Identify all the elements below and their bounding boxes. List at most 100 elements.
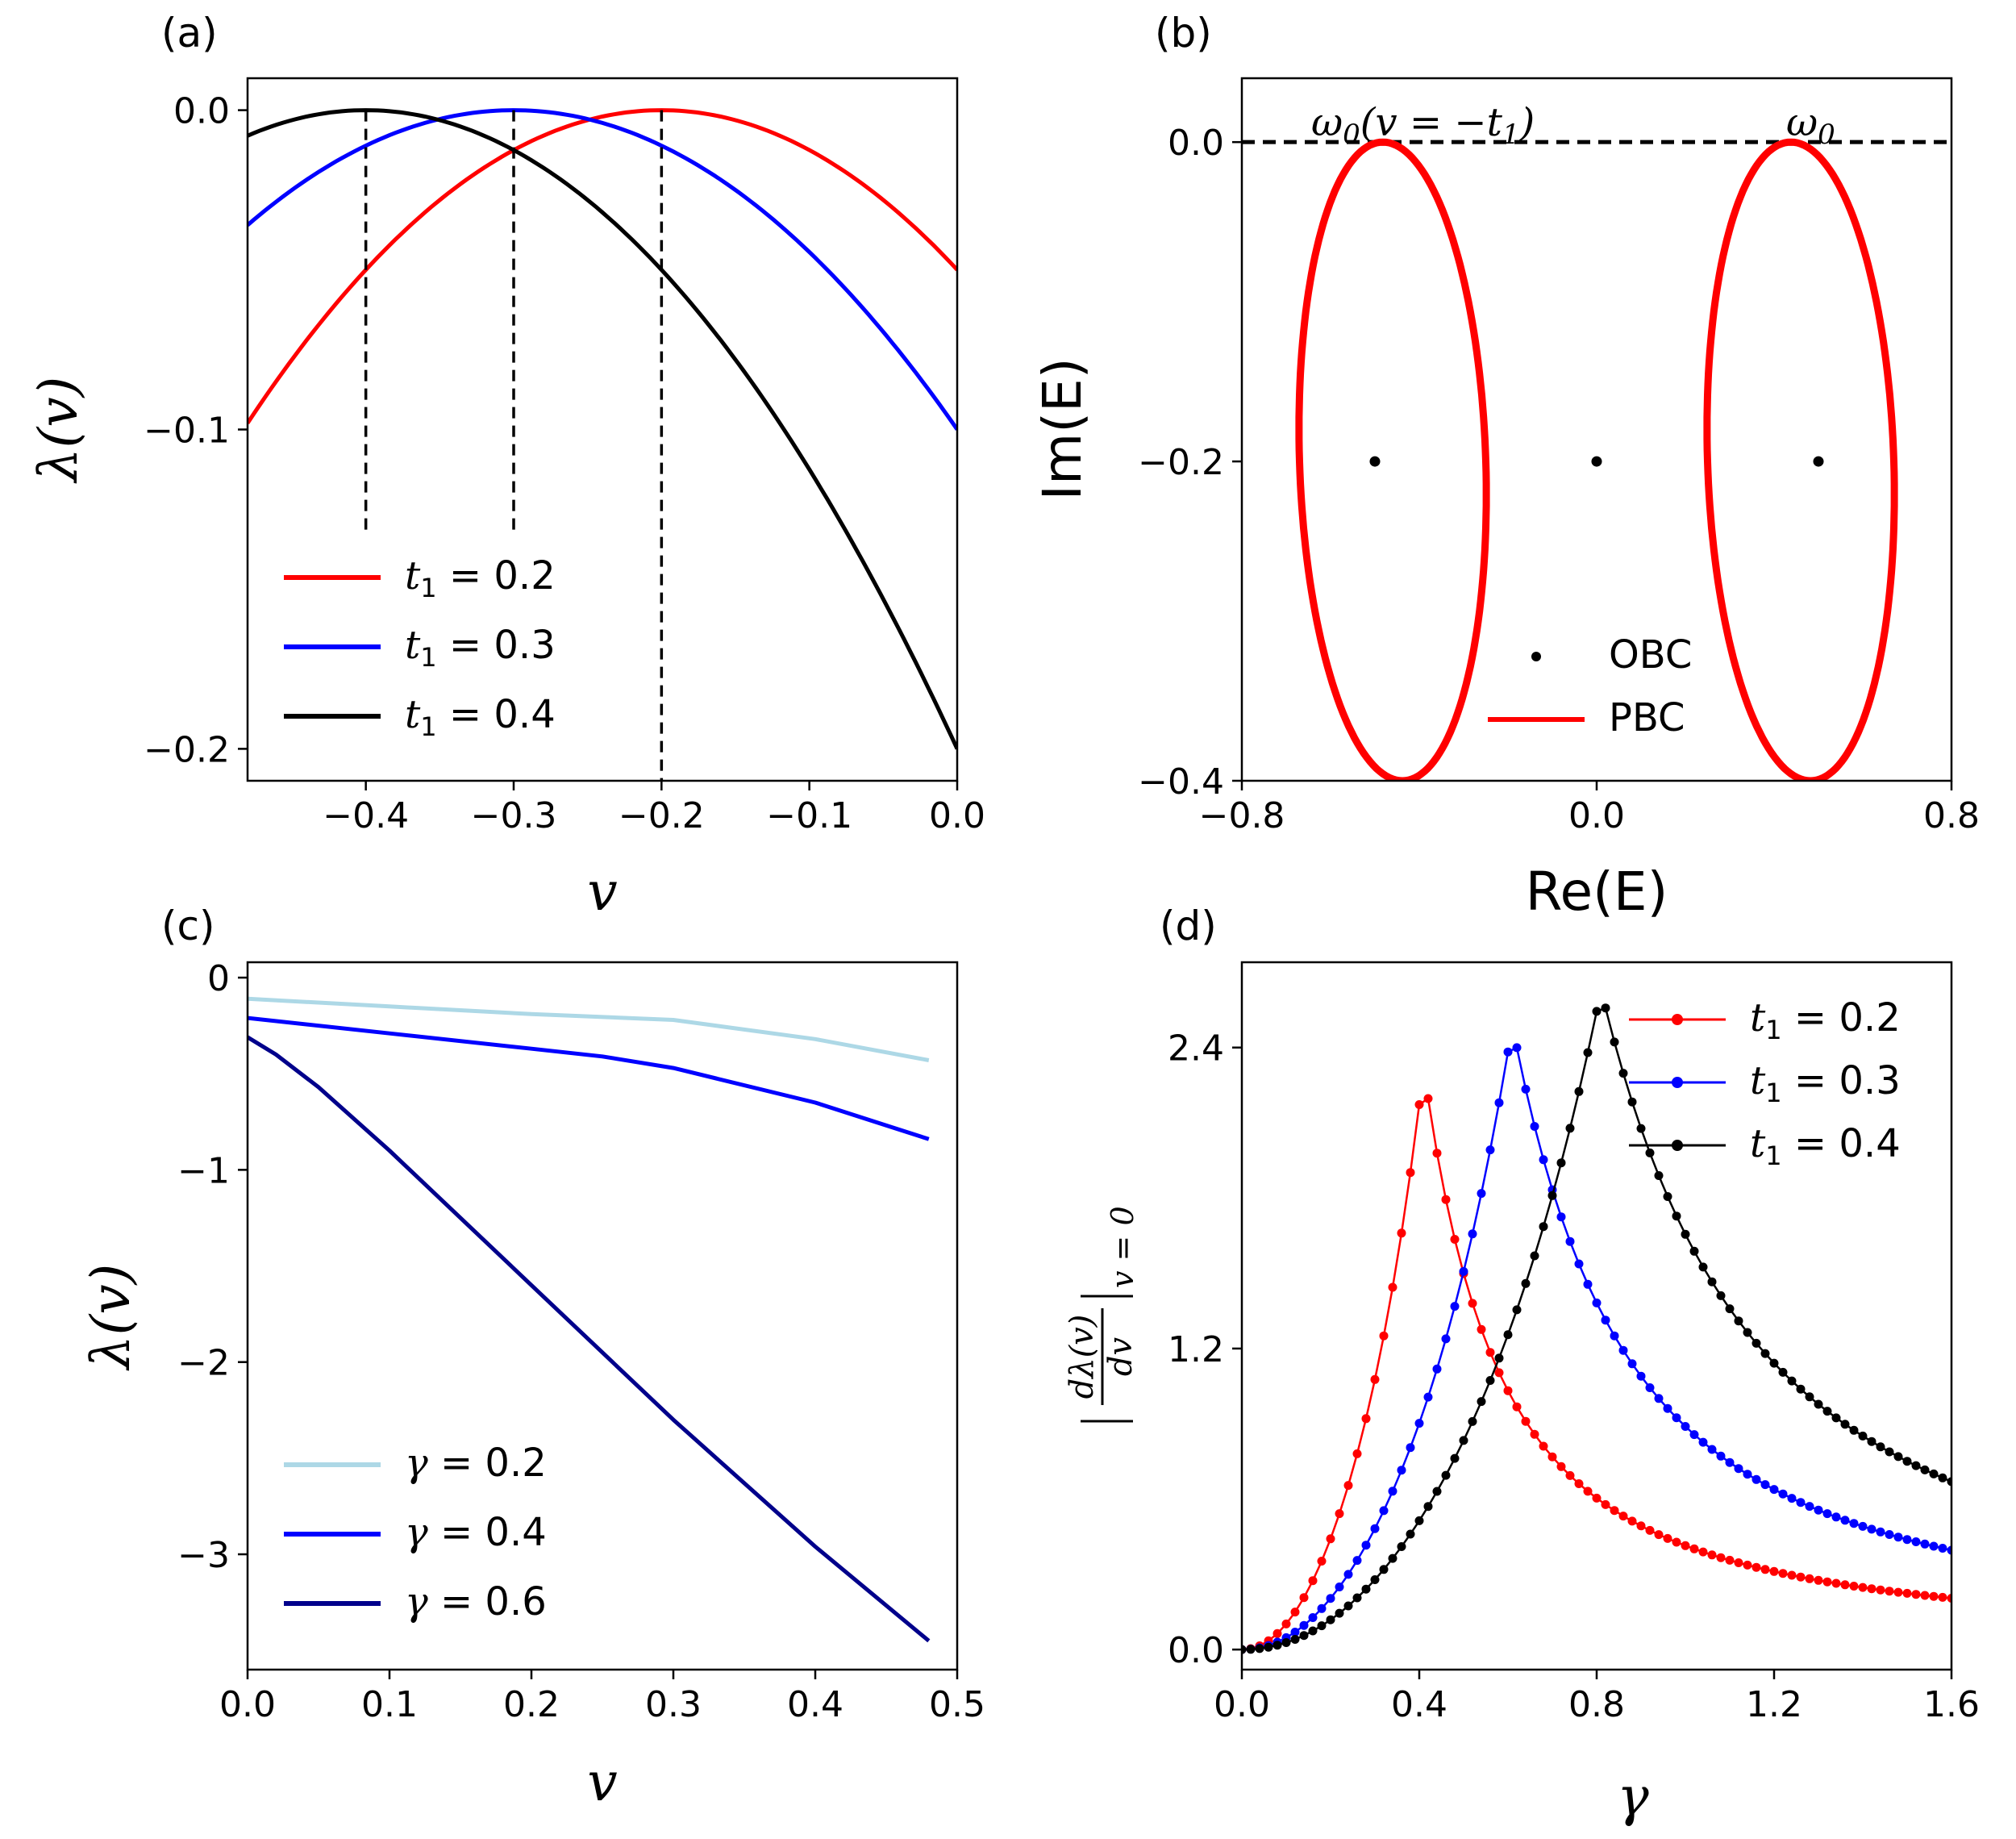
x-tick-label: 0.2 bbox=[503, 1684, 560, 1725]
series-1-point bbox=[1760, 1480, 1770, 1490]
series-2-point bbox=[1636, 1124, 1646, 1133]
series-0-point bbox=[1565, 1470, 1575, 1480]
series-0-point bbox=[1645, 1525, 1655, 1535]
legend-entry-2-label: γ = 0.6 bbox=[405, 1579, 547, 1624]
series-2-point bbox=[1831, 1413, 1841, 1423]
y-tick-label: −3 bbox=[177, 1535, 230, 1576]
x-tick-label: −0.3 bbox=[471, 795, 557, 836]
annotation-0: ω0(v = −t1) bbox=[1311, 100, 1535, 151]
panel-b-ticks: −0.8 0.0 0.8 0.0 −0.2 −0.4 bbox=[1138, 123, 1980, 836]
sub-v0: v = 0 bbox=[1105, 1206, 1140, 1288]
series-0-point bbox=[1388, 1282, 1397, 1292]
series-2-point bbox=[1893, 1452, 1903, 1462]
series-2-point bbox=[1885, 1447, 1894, 1457]
x-tick-label: 0.1 bbox=[361, 1684, 418, 1725]
series-1-point bbox=[1406, 1443, 1415, 1453]
series-0-point bbox=[1760, 1565, 1770, 1574]
legend-entry-1-label: t1 = 0.3 bbox=[1750, 1058, 1901, 1108]
series-1-point bbox=[1423, 1392, 1433, 1402]
y-tick-label: −0.1 bbox=[144, 411, 230, 452]
panel-d: (d) 0.0 0.4 0.8 1.2 1.6 0.0 1.2 2.4 γ dλ(v) dv v … bbox=[1064, 903, 1980, 1828]
x-tick-label: 0.3 bbox=[645, 1684, 702, 1725]
series-2-point bbox=[1272, 1641, 1282, 1650]
series-0-point bbox=[1752, 1562, 1761, 1572]
series-1-point bbox=[1672, 1413, 1681, 1423]
x-tick-label: 0.0 bbox=[929, 795, 985, 836]
series-1-point bbox=[1769, 1485, 1779, 1495]
series-2-point bbox=[1796, 1384, 1806, 1394]
series-0-point bbox=[1858, 1583, 1868, 1592]
panel-b-x-axis-label: Re(E) bbox=[1526, 861, 1668, 923]
series-1-point bbox=[1565, 1236, 1575, 1246]
series-2-point bbox=[1450, 1453, 1460, 1463]
panel-c-y-axis-label: λ(v) bbox=[80, 1264, 142, 1372]
series-0-point bbox=[1468, 1299, 1477, 1308]
series-line-1 bbox=[248, 108, 957, 431]
series-2-point bbox=[1849, 1425, 1859, 1435]
series-1-point bbox=[1876, 1527, 1885, 1537]
panel-a-frame bbox=[246, 77, 959, 782]
legend-entry-2-label: t1 = 0.4 bbox=[405, 692, 556, 742]
series-1-point bbox=[1796, 1498, 1806, 1507]
series-1-point bbox=[1849, 1519, 1859, 1528]
series-1-point bbox=[1485, 1145, 1495, 1155]
series-1-point bbox=[1885, 1530, 1894, 1539]
panel-b-y-axis-label: Im(E) bbox=[1031, 358, 1093, 501]
series-2-point bbox=[1645, 1148, 1655, 1157]
series-1-point bbox=[1326, 1594, 1335, 1603]
x-tick-label: 0.0 bbox=[219, 1684, 276, 1725]
series-2-point bbox=[1574, 1086, 1584, 1096]
series-1-point bbox=[1689, 1430, 1699, 1440]
series-2-point bbox=[1583, 1048, 1593, 1057]
series-0-point bbox=[1414, 1100, 1424, 1109]
panel-a-y-axis-label: λ(v) bbox=[27, 377, 90, 485]
panel-a: (a) −0.4 −0.3 −0.2 −0.1 0.0 0.0 −0.1 −0.2 v λ(v… bbox=[27, 10, 985, 923]
legend-entry-0-label: γ = 0.2 bbox=[405, 1441, 547, 1486]
panel-c-ticks: 0.0 0.1 0.2 0.3 0.4 0.5 0 −1 −2 −3 bbox=[177, 958, 985, 1725]
series-2-point bbox=[1681, 1229, 1690, 1239]
series-1-point bbox=[1707, 1445, 1717, 1454]
series-0-point bbox=[1743, 1560, 1752, 1570]
panel-c-x-axis-label: v bbox=[587, 1751, 617, 1813]
x-tick-label: 0.4 bbox=[1391, 1684, 1447, 1725]
series-2-point bbox=[1503, 1330, 1513, 1340]
series-1-point bbox=[1618, 1345, 1628, 1355]
x-tick-label: 0.5 bbox=[929, 1684, 985, 1725]
series-1-point bbox=[1343, 1570, 1353, 1579]
series-1-point bbox=[1459, 1266, 1468, 1276]
series-1-point bbox=[1716, 1451, 1726, 1461]
series-2-point bbox=[1459, 1436, 1468, 1445]
series-2-point bbox=[1299, 1631, 1309, 1641]
pbc-loop-1 bbox=[1703, 138, 1898, 781]
series-0-point bbox=[1734, 1558, 1743, 1567]
series-2-point bbox=[1335, 1608, 1344, 1618]
series-2-point bbox=[1370, 1575, 1380, 1584]
series-0-point bbox=[1681, 1541, 1690, 1550]
series-0-point bbox=[1547, 1452, 1557, 1462]
series-0-point bbox=[1281, 1619, 1291, 1628]
series-0-point bbox=[1938, 1592, 1947, 1602]
series-0-point bbox=[1441, 1195, 1451, 1204]
series-2-point bbox=[1672, 1211, 1681, 1221]
series-1-point bbox=[1397, 1466, 1406, 1475]
series-1-point bbox=[1494, 1098, 1504, 1107]
series-0-point bbox=[1787, 1570, 1797, 1580]
panel-b: (b) −0.8 0.0 0.8 0.0 −0.2 −0.4 Re(E) Im(E) ω0… bbox=[1031, 10, 1980, 923]
series-0-point bbox=[1326, 1534, 1335, 1544]
series-2-point bbox=[1929, 1469, 1939, 1478]
series-0-point bbox=[1663, 1533, 1672, 1543]
series-2-point bbox=[1432, 1487, 1442, 1496]
x-tick-label: −0.4 bbox=[323, 795, 409, 836]
series-2-point bbox=[1601, 1003, 1610, 1013]
panel-c-frame bbox=[246, 961, 959, 1671]
series-1-point bbox=[1743, 1470, 1752, 1479]
series-2-point bbox=[1512, 1305, 1522, 1315]
series-1-point bbox=[1752, 1474, 1761, 1484]
series-2-point bbox=[1379, 1565, 1389, 1574]
series-2-point bbox=[1778, 1367, 1788, 1377]
obc-point-0 bbox=[1369, 456, 1381, 467]
series-1-point bbox=[1911, 1537, 1921, 1546]
series-0-point bbox=[1911, 1590, 1921, 1599]
series-1-point bbox=[1388, 1487, 1397, 1496]
series-2-point bbox=[1485, 1376, 1495, 1385]
